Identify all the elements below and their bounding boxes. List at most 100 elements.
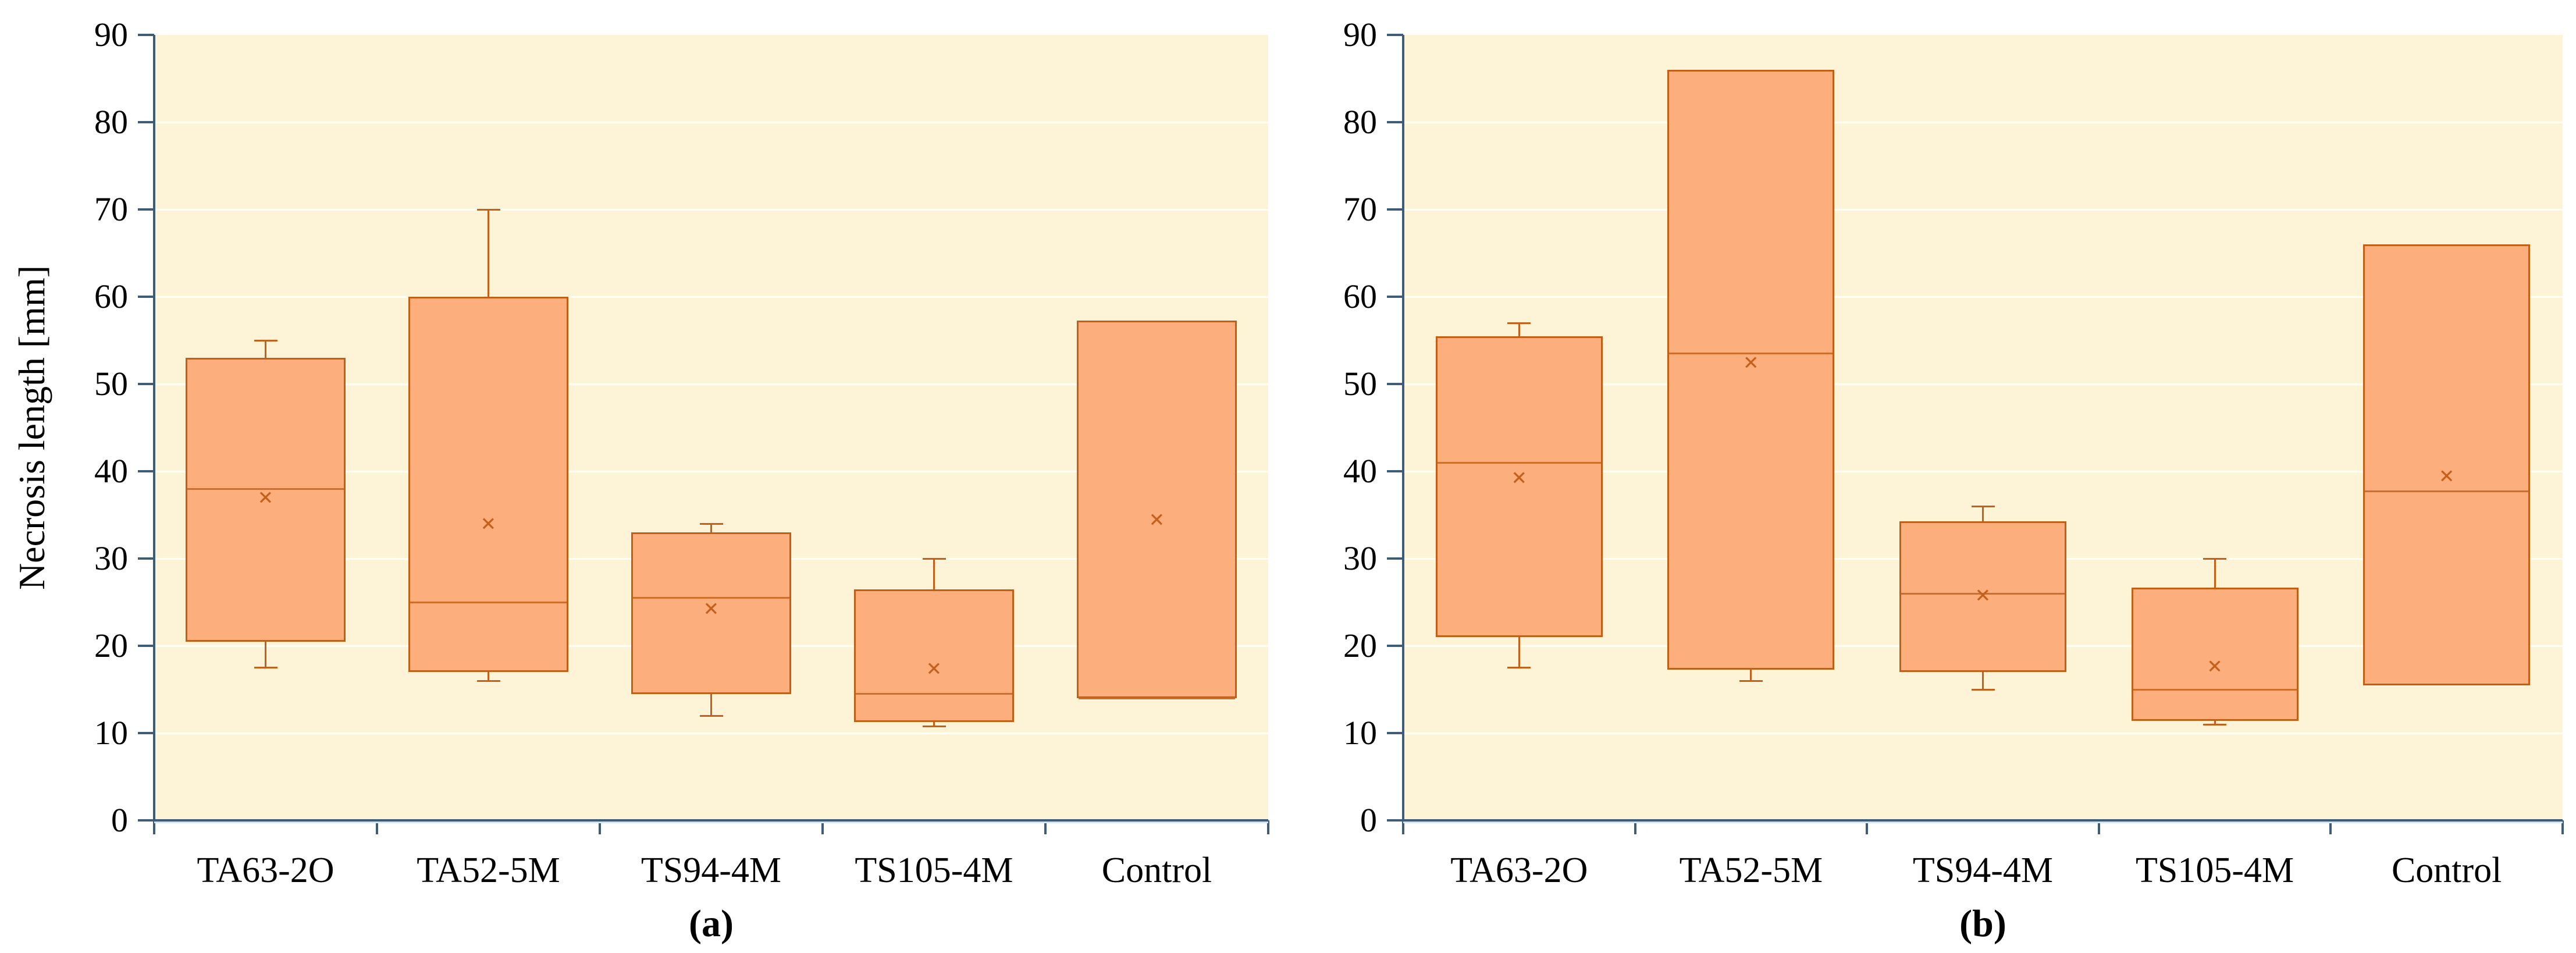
y-tick-label-90: 90 xyxy=(1343,16,1377,54)
y-tick-label-30: 30 xyxy=(94,539,128,577)
x-tick-boundary-2 xyxy=(599,820,601,834)
median-TS94-4M xyxy=(632,597,790,599)
y-tick-80 xyxy=(138,121,154,123)
whisker-cap-lower-TA52-5M xyxy=(1739,680,1763,682)
box-TS94-4M xyxy=(1899,521,2066,672)
y-axis-line xyxy=(153,35,155,834)
y-tick-label-10: 10 xyxy=(1343,714,1377,752)
gridline-80 xyxy=(1403,121,2563,123)
category-label-TS105-4M: TS105-4M xyxy=(2136,851,2294,890)
median-TS105-4M xyxy=(2133,688,2297,691)
whisker-cap-lower-TA52-5M xyxy=(476,680,500,682)
category-label-TS94-4M: TS94-4M xyxy=(641,851,782,890)
y-tick-0 xyxy=(138,819,154,822)
plot-area-b: 0 10 20 30 40 50 60 70 80 90 × TA63-2O × TA52-5M × TS94… xyxy=(1343,18,2564,888)
median-Control xyxy=(2365,490,2529,492)
whisker-cap-upper-TS105-4M xyxy=(2203,557,2227,560)
y-tick-30 xyxy=(138,557,154,560)
mean-marker-TA52-5M: × xyxy=(1743,347,1759,377)
gridline-80 xyxy=(154,121,1268,123)
whisker-upper-TS105-4M xyxy=(933,559,935,589)
whisker-cap-lower-TS94-4M xyxy=(699,714,723,717)
box-TA63-2O xyxy=(1435,336,1603,637)
median-TA52-5M xyxy=(410,601,567,603)
y-tick-20 xyxy=(138,645,154,647)
whisker-lower-TA52-5M xyxy=(1750,669,1752,681)
median-TS105-4M xyxy=(855,693,1013,695)
whisker-upper-TS105-4M xyxy=(2214,559,2216,588)
box-TS105-4M xyxy=(853,589,1015,722)
y-tick-label-70: 70 xyxy=(94,190,128,228)
y-tick-20 xyxy=(1387,645,1403,647)
box-TS105-4M xyxy=(2131,587,2299,721)
box-TA63-2O xyxy=(185,358,346,642)
whisker-cap-upper-TS105-4M xyxy=(922,557,946,560)
x-axis-line xyxy=(1403,819,2563,822)
category-label-TA63-2O: TA63-2O xyxy=(197,851,335,890)
y-tick-label-30: 30 xyxy=(1343,539,1377,577)
y-tick-label-70: 70 xyxy=(1343,190,1377,228)
x-tick-boundary-1 xyxy=(376,820,378,834)
y-tick-80 xyxy=(1387,121,1403,123)
category-label-Control: Control xyxy=(1101,851,1212,890)
whisker-upper-TA52-5M xyxy=(488,209,489,297)
x-tick-boundary-3 xyxy=(821,820,824,834)
median-TA52-5M xyxy=(1669,353,1833,354)
x-axis-line xyxy=(154,819,1268,822)
whisker-cap-upper-TA63-2O xyxy=(1507,322,1531,324)
y-tick-60 xyxy=(1387,296,1403,298)
gridline-70 xyxy=(154,208,1268,211)
gridline-60 xyxy=(154,296,1268,298)
whisker-lower-TA63-2O xyxy=(265,641,266,668)
mean-marker-TS105-4M: × xyxy=(926,653,942,683)
y-tick-label-40: 40 xyxy=(1343,452,1377,490)
median-TA63-2O xyxy=(187,488,344,490)
x-tick-boundary-3 xyxy=(2097,820,2100,834)
y-tick-10 xyxy=(138,732,154,734)
gridline-40 xyxy=(1403,470,2563,472)
category-label-Control: Control xyxy=(2391,851,2502,890)
whisker-cap-lower-TA63-2O xyxy=(254,667,277,668)
y-tick-10 xyxy=(1387,732,1403,734)
x-tick-boundary-4 xyxy=(2329,820,2332,834)
median-TA63-2O xyxy=(1437,461,1601,464)
whisker-upper-TS94-4M xyxy=(710,524,712,532)
gridline-10 xyxy=(1403,732,2563,734)
box-TA52-5M xyxy=(1667,70,1835,670)
caption-a: (a) xyxy=(689,902,734,945)
y-tick-60 xyxy=(138,296,154,298)
mean-marker-Control: × xyxy=(2439,460,2454,490)
mean-marker-TA63-2O: × xyxy=(258,482,273,512)
whisker-cap-upper-TA52-5M xyxy=(476,208,500,211)
mean-marker-TS94-4M: × xyxy=(703,593,719,623)
y-tick-40 xyxy=(138,470,154,472)
gridline-60 xyxy=(1403,296,2563,298)
box-Control xyxy=(1076,320,1237,698)
gridline-50 xyxy=(1403,383,2563,385)
x-axis-glow xyxy=(1403,822,2563,823)
y-tick-label-60: 60 xyxy=(1343,278,1377,315)
y-tick-50 xyxy=(1387,383,1403,385)
gridline-10 xyxy=(154,732,1268,734)
x-tick-boundary-1 xyxy=(1634,820,1636,834)
y-tick-0 xyxy=(1387,819,1403,822)
y-tick-label-0: 0 xyxy=(111,801,128,839)
x-tick-boundary-2 xyxy=(1866,820,1869,834)
y-tick-70 xyxy=(138,208,154,211)
whisker-lower-TS94-4M xyxy=(1982,672,1984,689)
category-label-TS94-4M: TS94-4M xyxy=(1912,851,2054,890)
y-tick-label-10: 10 xyxy=(94,714,128,752)
box-Control xyxy=(2363,244,2531,685)
x-tick-boundary-5 xyxy=(1267,820,1269,834)
y-tick-label-40: 40 xyxy=(94,452,128,490)
y-tick-label-90: 90 xyxy=(94,16,128,54)
caption-b: (b) xyxy=(1959,902,2006,945)
whisker-cap-lower-TA63-2O xyxy=(1507,667,1531,668)
whisker-cap-lower-TS105-4M xyxy=(922,725,946,727)
whisker-cap-lower-TS94-4M xyxy=(1971,688,1995,691)
y-tick-label-20: 20 xyxy=(1343,627,1377,664)
mean-marker-TA63-2O: × xyxy=(1511,462,1527,492)
category-label-TA52-5M: TA52-5M xyxy=(1679,851,1823,890)
plot-area-a: 0 10 20 30 40 50 60 70 80 90 × TA63-2O × TA52-5M × TS94… xyxy=(94,18,1269,888)
